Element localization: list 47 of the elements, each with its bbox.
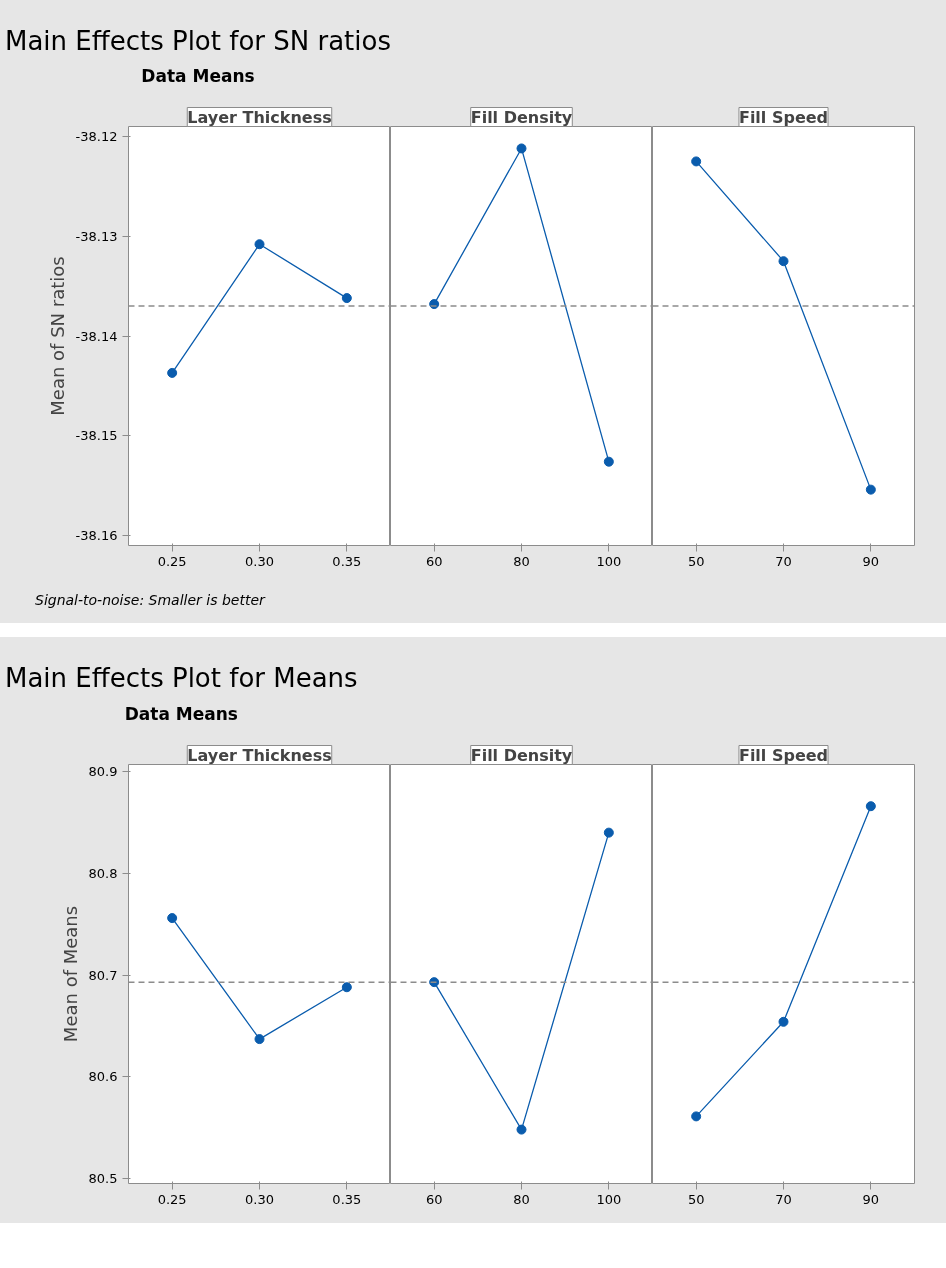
- x-axis-title: Layer Thickness: [187, 107, 332, 127]
- point: [167, 912, 178, 923]
- x-tick-label: 0.35: [332, 553, 362, 569]
- x-axis-title: Fill Density: [470, 107, 573, 127]
- y-tick-label: -38.15: [75, 428, 118, 444]
- y-tick-label: -38.13: [75, 229, 118, 245]
- x-tick-label: 0.30: [245, 1191, 274, 1207]
- x-tick-label: 60: [425, 553, 443, 569]
- point: [254, 239, 265, 250]
- y-tick-label: -38.16: [75, 528, 118, 544]
- y-axis-title: Mean of SN ratios: [46, 256, 68, 417]
- x-tick-label: 0.30: [245, 553, 274, 569]
- x-tick-label: 70: [775, 553, 792, 569]
- x-tick-label: 50: [687, 1191, 705, 1207]
- x-tick-label: 90: [862, 553, 880, 569]
- y-tick-label: 80.6: [88, 1069, 118, 1085]
- x-tick-label: 0.25: [157, 553, 187, 569]
- x-axis-title: Fill Speed: [738, 107, 829, 127]
- y-tick-label: 80.7: [88, 967, 118, 983]
- y-tick-label: 80.8: [88, 865, 118, 881]
- chart-title: Main Effects Plot for SN ratios: [5, 25, 391, 58]
- text: Signal-to-noise: Smaller is better: [34, 591, 265, 611]
- chart-title: Main Effects Plot for Means: [5, 662, 358, 696]
- x-tick-label: 100: [596, 553, 622, 569]
- y-axis-title: Mean of Means: [59, 905, 81, 1042]
- y-tick-label: 80.9: [88, 763, 118, 779]
- x-tick-label: 0.25: [157, 1191, 187, 1207]
- x-axis-title: Fill Speed: [738, 745, 829, 765]
- point: [254, 1033, 265, 1044]
- x-axis-title: Fill Density: [470, 745, 573, 765]
- y-tick-label: -38.12: [75, 129, 118, 145]
- x-tick-label: 90: [862, 1191, 880, 1207]
- point: [341, 982, 352, 993]
- y-tick-label: -38.14: [75, 328, 118, 344]
- x-tick-label: 100: [596, 1191, 622, 1207]
- x-tick-label: 80: [513, 1191, 530, 1207]
- chart-subtitle: Data Means: [140, 65, 256, 89]
- point: [167, 368, 178, 379]
- x-axis-title: Layer Thickness: [187, 745, 332, 765]
- x-tick-label: 80: [513, 553, 530, 569]
- x-tick-label: 0.35: [332, 1191, 362, 1207]
- x-tick-label: 70: [775, 1191, 792, 1207]
- x-tick-label: 60: [425, 1191, 443, 1207]
- chart-subtitle: Data Means: [123, 702, 239, 726]
- y-tick-label: 80.5: [88, 1170, 118, 1186]
- point: [341, 293, 352, 304]
- x-tick-label: 50: [687, 553, 705, 569]
